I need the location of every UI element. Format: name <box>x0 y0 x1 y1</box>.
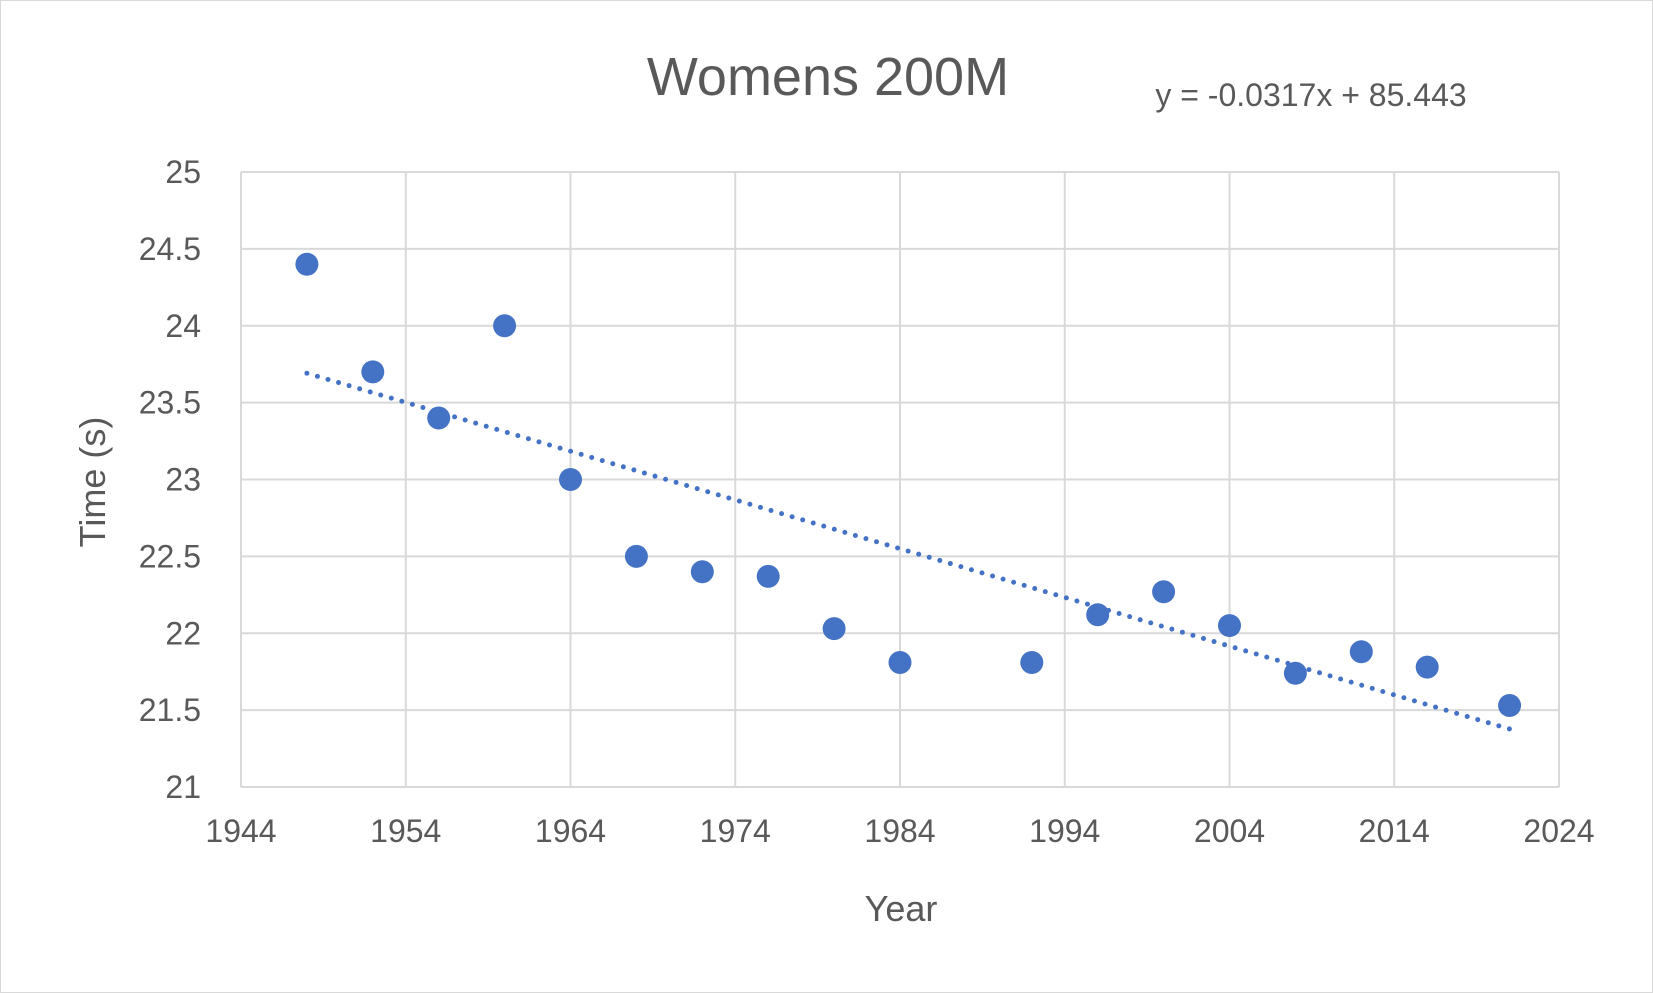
data-point <box>493 314 517 338</box>
y-tick-label: 24.5 <box>139 231 201 267</box>
gridlines <box>240 171 1560 788</box>
tick-labels: 1944 1954 1964 1974 1984 1994 2004 2014 2024 21 21… <box>139 154 1595 849</box>
y-tick-label: 24 <box>165 308 201 344</box>
x-axis-title: Year <box>865 888 938 929</box>
data-point <box>822 617 846 641</box>
x-tick-label: 2004 <box>1194 813 1265 849</box>
x-tick-label: 2024 <box>1523 813 1594 849</box>
data-point <box>1086 603 1110 627</box>
x-tick-label: 1944 <box>205 813 276 849</box>
y-tick-label: 25 <box>165 154 201 190</box>
data-point <box>1283 661 1307 685</box>
y-tick-label: 22.5 <box>139 538 201 574</box>
data-point <box>690 560 714 584</box>
data-points <box>295 252 1522 718</box>
data-point <box>1415 655 1439 679</box>
data-point <box>1152 580 1176 604</box>
data-point <box>295 252 319 276</box>
data-point <box>559 468 582 491</box>
x-tick-label: 1994 <box>1029 813 1100 849</box>
y-axis-title: Time (s) <box>72 417 113 548</box>
data-point <box>361 360 385 384</box>
trendline <box>304 370 1513 732</box>
y-tick-label: 23.5 <box>139 385 201 421</box>
data-point <box>1498 694 1522 718</box>
x-tick-label: 1984 <box>864 813 935 849</box>
data-point <box>1218 614 1241 638</box>
y-tick-label: 22 <box>165 615 201 651</box>
chart-title: Womens 200M <box>647 47 1009 107</box>
y-tick-label: 21 <box>165 769 201 805</box>
x-tick-label: 1964 <box>535 813 606 849</box>
data-point <box>1020 650 1044 674</box>
y-tick-label: 21.5 <box>139 692 201 728</box>
data-point <box>1349 640 1373 664</box>
data-point <box>624 544 648 568</box>
data-point <box>888 650 912 674</box>
trendline-equation: y = -0.0317x + 85.443 <box>1155 77 1466 113</box>
x-tick-label: 1974 <box>700 813 771 849</box>
data-point <box>427 406 451 430</box>
x-tick-label: 1954 <box>370 813 441 849</box>
data-point <box>756 564 780 588</box>
x-tick-label: 2014 <box>1359 813 1430 849</box>
y-tick-label: 23 <box>165 462 201 498</box>
trendline-layer <box>304 370 1513 732</box>
